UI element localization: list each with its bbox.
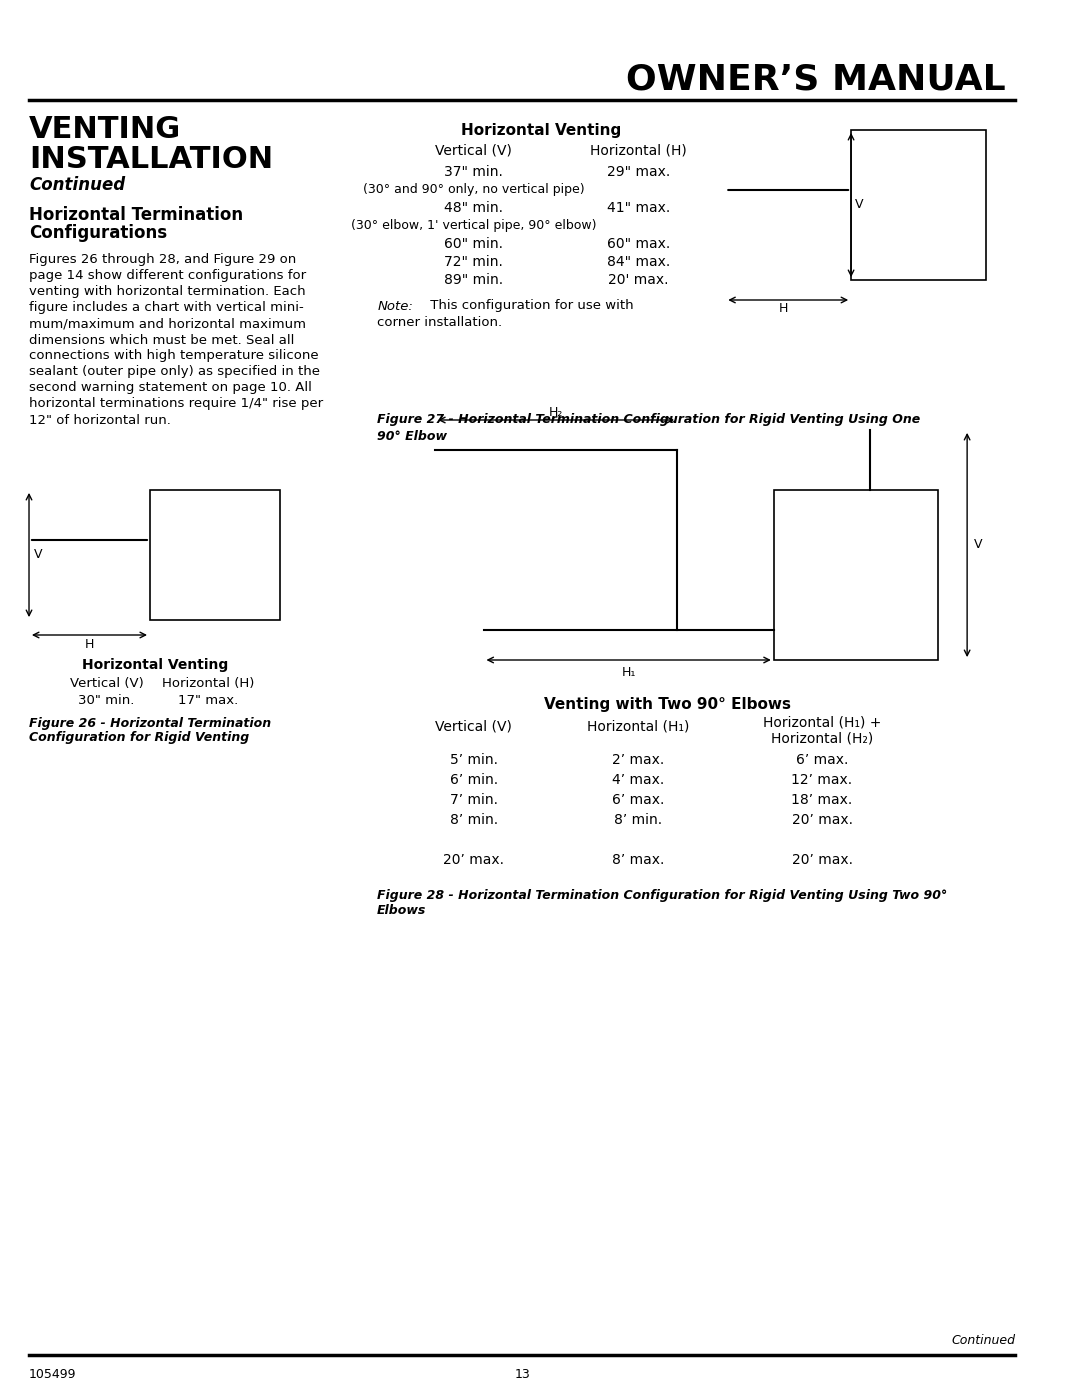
Text: 60" min.: 60" min. bbox=[444, 237, 503, 251]
Text: Horizontal Venting: Horizontal Venting bbox=[82, 658, 228, 672]
Text: Vertical (V): Vertical (V) bbox=[69, 676, 144, 690]
Text: 84" max.: 84" max. bbox=[607, 256, 670, 270]
Text: 105499: 105499 bbox=[29, 1369, 77, 1382]
Text: 2’ max.: 2’ max. bbox=[612, 753, 664, 767]
Text: 72" min.: 72" min. bbox=[445, 256, 503, 270]
Text: Horizontal (H₁): Horizontal (H₁) bbox=[588, 719, 689, 733]
Text: V: V bbox=[855, 198, 863, 211]
Text: H: H bbox=[84, 638, 94, 651]
Text: Horizontal Venting: Horizontal Venting bbox=[461, 123, 622, 137]
Text: 5’ min.: 5’ min. bbox=[450, 753, 498, 767]
Text: Venting with Two 90° Elbows: Venting with Two 90° Elbows bbox=[544, 697, 791, 712]
Text: V: V bbox=[974, 538, 983, 552]
Text: Vertical (V): Vertical (V) bbox=[435, 142, 512, 156]
Text: 48" min.: 48" min. bbox=[444, 201, 503, 215]
Text: 20' max.: 20' max. bbox=[608, 272, 669, 286]
Text: 20’ max.: 20’ max. bbox=[792, 854, 852, 868]
Text: 8’ min.: 8’ min. bbox=[450, 813, 498, 827]
Text: 41" max.: 41" max. bbox=[607, 201, 670, 215]
Text: 17" max.: 17" max. bbox=[178, 693, 238, 707]
Text: Horizontal (H₂): Horizontal (H₂) bbox=[771, 731, 874, 745]
Text: Continued: Continued bbox=[951, 1334, 1015, 1347]
Text: 8’ min.: 8’ min. bbox=[615, 813, 662, 827]
Text: Figure 28 - Horizontal Termination Configuration for Rigid Venting Using Two 90°: Figure 28 - Horizontal Termination Confi… bbox=[377, 888, 947, 901]
Text: Configurations: Configurations bbox=[29, 224, 167, 242]
Text: 37" min.: 37" min. bbox=[445, 165, 503, 179]
Text: Horizontal (H): Horizontal (H) bbox=[162, 676, 254, 690]
Text: 12’ max.: 12’ max. bbox=[792, 773, 852, 787]
Text: Horizontal (H): Horizontal (H) bbox=[590, 142, 687, 156]
Text: corner installation.: corner installation. bbox=[377, 316, 502, 328]
Text: Figures 26 through 28, and Figure 29 on: Figures 26 through 28, and Figure 29 on bbox=[29, 253, 296, 267]
Text: 29" max.: 29" max. bbox=[607, 165, 670, 179]
Text: H₂: H₂ bbox=[549, 405, 564, 419]
Text: 7’ min.: 7’ min. bbox=[450, 793, 498, 807]
Text: 6’ min.: 6’ min. bbox=[450, 773, 498, 787]
Text: Note:: Note: bbox=[377, 299, 413, 313]
Text: mum/maximum and horizontal maximum: mum/maximum and horizontal maximum bbox=[29, 317, 306, 331]
Text: V: V bbox=[33, 549, 42, 562]
Text: 4’ max.: 4’ max. bbox=[612, 773, 664, 787]
Text: Configuration for Rigid Venting: Configuration for Rigid Venting bbox=[29, 732, 249, 745]
Text: (30° elbow, 1' vertical pipe, 90° elbow): (30° elbow, 1' vertical pipe, 90° elbow) bbox=[351, 219, 596, 232]
Text: 20’ max.: 20’ max. bbox=[444, 854, 504, 868]
Text: horizontal terminations require 1/4" rise per: horizontal terminations require 1/4" ris… bbox=[29, 398, 323, 411]
Text: H₁: H₁ bbox=[621, 665, 636, 679]
Text: 30" min.: 30" min. bbox=[78, 693, 135, 707]
Text: sealant (outer pipe only) as specified in the: sealant (outer pipe only) as specified i… bbox=[29, 366, 320, 379]
Text: Figure 27 - Horizontal Termination Configuration for Rigid Venting Using One: Figure 27 - Horizontal Termination Confi… bbox=[377, 414, 920, 426]
Text: H: H bbox=[779, 302, 788, 314]
Text: Horizontal Termination: Horizontal Termination bbox=[29, 205, 243, 224]
Text: OWNER’S MANUAL: OWNER’S MANUAL bbox=[626, 63, 1005, 96]
Text: figure includes a chart with vertical mini-: figure includes a chart with vertical mi… bbox=[29, 302, 303, 314]
Text: 90° Elbow: 90° Elbow bbox=[377, 429, 447, 443]
Text: venting with horizontal termination. Each: venting with horizontal termination. Eac… bbox=[29, 285, 306, 299]
Text: 20’ max.: 20’ max. bbox=[792, 813, 852, 827]
Text: 12" of horizontal run.: 12" of horizontal run. bbox=[29, 414, 171, 426]
Text: connections with high temperature silicone: connections with high temperature silico… bbox=[29, 349, 319, 362]
Text: 13: 13 bbox=[514, 1369, 530, 1382]
Text: Elbows: Elbows bbox=[377, 904, 427, 918]
Text: 18’ max.: 18’ max. bbox=[792, 793, 853, 807]
Text: 6’ max.: 6’ max. bbox=[796, 753, 848, 767]
Text: 89" min.: 89" min. bbox=[444, 272, 503, 286]
Text: (30° and 90° only, no vertical pipe): (30° and 90° only, no vertical pipe) bbox=[363, 183, 584, 197]
Text: INSTALLATION: INSTALLATION bbox=[29, 145, 273, 175]
Text: Figure 26 - Horizontal Termination: Figure 26 - Horizontal Termination bbox=[29, 717, 271, 729]
Text: dimensions which must be met. Seal all: dimensions which must be met. Seal all bbox=[29, 334, 295, 346]
Text: 8’ max.: 8’ max. bbox=[612, 854, 664, 868]
Text: This configuration for use with: This configuration for use with bbox=[426, 299, 633, 313]
Text: 6’ max.: 6’ max. bbox=[612, 793, 664, 807]
Text: second warning statement on page 10. All: second warning statement on page 10. All bbox=[29, 381, 312, 394]
Text: VENTING: VENTING bbox=[29, 116, 181, 144]
Text: page 14 show different configurations for: page 14 show different configurations fo… bbox=[29, 270, 306, 282]
Text: 60" max.: 60" max. bbox=[607, 237, 670, 251]
Text: Vertical (V): Vertical (V) bbox=[435, 719, 512, 733]
Text: Continued: Continued bbox=[29, 176, 125, 194]
Text: Horizontal (H₁) +: Horizontal (H₁) + bbox=[762, 717, 881, 731]
